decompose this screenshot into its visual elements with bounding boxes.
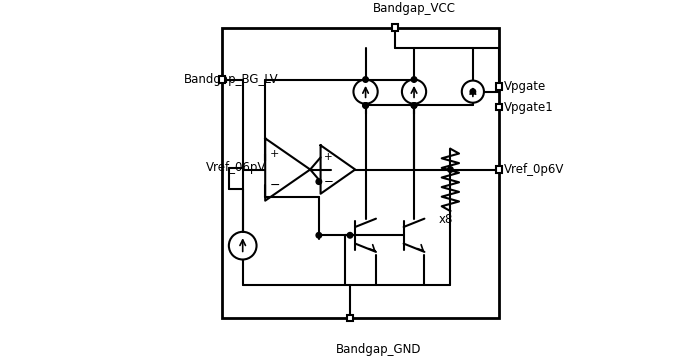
FancyBboxPatch shape <box>496 166 502 173</box>
FancyBboxPatch shape <box>496 83 502 90</box>
Text: Vref_0p6V: Vref_0p6V <box>504 163 564 176</box>
Circle shape <box>412 77 416 82</box>
Circle shape <box>412 103 416 108</box>
Text: Vpgate1: Vpgate1 <box>504 101 554 114</box>
Circle shape <box>316 179 321 185</box>
Text: Vpgate: Vpgate <box>504 80 546 93</box>
Circle shape <box>363 103 368 108</box>
Text: +: + <box>324 152 332 162</box>
Text: Bandgap_VCC: Bandgap_VCC <box>372 2 456 15</box>
FancyBboxPatch shape <box>219 76 225 82</box>
Text: Bandgap_BG_LV: Bandgap_BG_LV <box>184 73 279 86</box>
Circle shape <box>412 103 416 108</box>
Circle shape <box>447 167 453 172</box>
FancyBboxPatch shape <box>392 25 398 31</box>
Text: +: + <box>270 149 279 159</box>
Circle shape <box>347 232 353 238</box>
Text: Bandgap_GND: Bandgap_GND <box>336 343 421 356</box>
Circle shape <box>316 232 321 238</box>
Circle shape <box>470 89 475 94</box>
FancyBboxPatch shape <box>496 104 502 110</box>
Text: x8: x8 <box>438 213 453 226</box>
Text: −: − <box>270 178 280 192</box>
FancyBboxPatch shape <box>347 315 353 321</box>
Circle shape <box>363 77 368 82</box>
FancyBboxPatch shape <box>222 27 499 318</box>
Text: Vref_06pV: Vref_06pV <box>206 161 267 174</box>
Text: −: − <box>324 175 334 188</box>
Circle shape <box>363 103 368 108</box>
